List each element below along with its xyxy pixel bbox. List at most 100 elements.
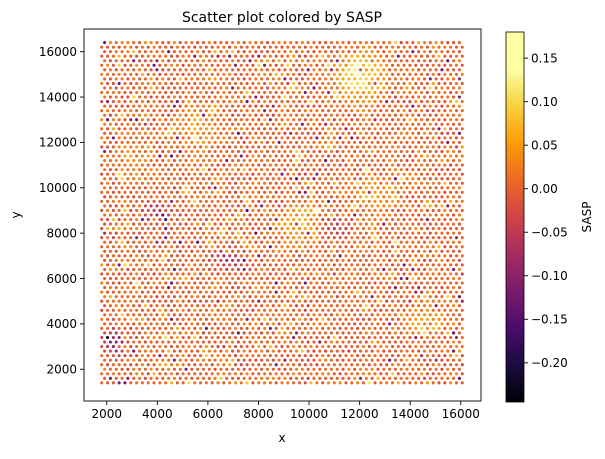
scatter-point [132,286,136,290]
scatter-point [187,254,191,258]
scatter-point [245,372,249,376]
scatter-point [414,227,418,231]
scatter-point [143,249,147,253]
scatter-point [178,367,182,371]
scatter-point [277,367,281,371]
scatter-point [376,159,380,163]
scatter-point [388,204,392,208]
scatter-point [114,249,118,253]
scatter-point [164,81,168,85]
scatter-point [231,267,235,271]
scatter-point [271,195,275,199]
scatter-point [167,86,171,90]
scatter-point [405,276,409,281]
scatter-point [233,81,238,85]
scatter-point [140,63,144,67]
scatter-point [265,286,270,290]
scatter-point [420,109,424,113]
scatter-point [431,227,435,231]
scatter-point [108,204,112,208]
scatter-point [420,217,424,222]
scatter-point [417,340,421,344]
scatter-point [219,276,223,281]
scatter-point [225,204,229,208]
x-tick-label: 8000 [243,407,274,421]
scatter-point [344,181,348,185]
scatter-point [408,245,412,249]
scatter-point [169,317,174,321]
scatter-point [169,54,174,58]
scatter-point [428,286,432,290]
scatter-point [449,317,453,321]
scatter-point [219,140,223,144]
scatter-point [306,240,310,244]
scatter-point [199,118,203,122]
scatter-point [187,54,191,58]
scatter-point [111,109,115,113]
scatter-point [388,367,392,371]
scatter-point [408,363,412,367]
scatter-point [283,367,287,371]
scatter-point [300,204,304,208]
scatter-point [376,213,380,217]
scatter-point [294,331,299,335]
scatter-point [428,340,432,344]
scatter-point [329,249,333,253]
scatter-point [257,317,261,321]
scatter-point [114,104,118,108]
scatter-point [271,140,275,144]
scatter-point [353,131,357,135]
scatter-point [123,208,127,213]
scatter-point [129,145,133,149]
scatter-point [338,290,342,294]
scatter-point [370,140,374,144]
scatter-point [396,326,400,330]
scatter-point [294,177,299,181]
scatter-point [280,227,284,231]
scatter-point [364,213,368,217]
scatter-point [440,177,444,181]
scatter-point [277,331,281,335]
scatter-point [411,276,415,281]
scatter-point [100,163,104,167]
scatter-point [152,63,156,67]
scatter-point [251,354,255,358]
scatter-point [312,367,316,371]
scatter-point [245,308,249,312]
scatter-point [207,186,211,190]
scatter-point [338,199,342,203]
scatter-point [132,159,136,163]
scatter-point [172,149,176,154]
scatter-point [283,231,287,235]
scatter-point [306,249,310,253]
scatter-point [265,131,270,135]
scatter-point [111,236,115,240]
scatter-point [204,90,208,95]
scatter-point [373,190,377,194]
scatter-point [263,172,267,176]
scatter-point [143,41,147,45]
scatter-point [236,349,240,353]
scatter-point [402,163,406,167]
scatter-point [117,45,121,49]
scatter-point [399,159,403,163]
scatter-point [431,190,435,194]
scatter-point [376,249,380,253]
scatter-point [129,272,133,276]
scatter-point [271,231,275,235]
scatter-point [117,81,121,85]
scatter-point [376,231,380,235]
scatter-point [411,177,415,181]
scatter-point [257,345,261,349]
scatter-point [123,317,127,321]
scatter-point [309,145,313,149]
scatter-point [231,313,235,317]
scatter-point [446,195,450,199]
scatter-point [152,335,156,340]
scatter-point [443,181,447,185]
scatter-point [446,313,450,317]
scatter-point [108,50,112,54]
scatter-point [248,59,252,63]
scatter-point [204,72,208,76]
scatter-point [326,227,331,231]
